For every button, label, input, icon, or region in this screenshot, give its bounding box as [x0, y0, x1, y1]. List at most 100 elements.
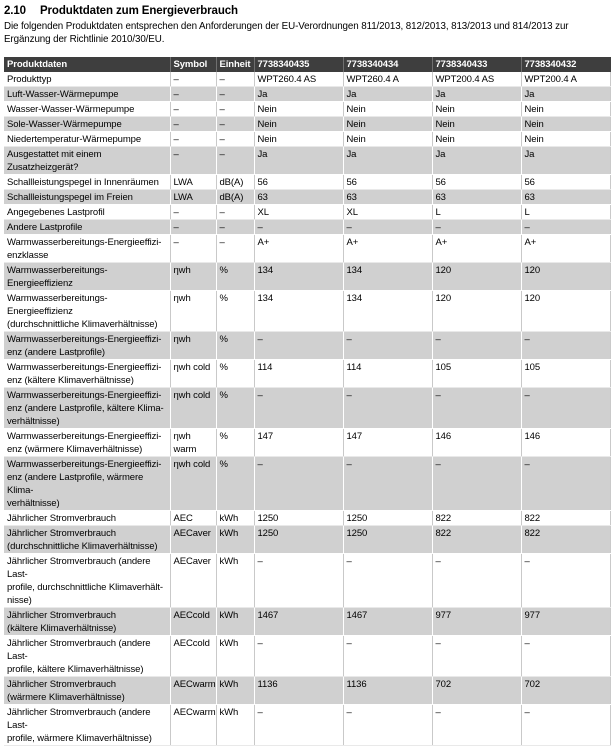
value-cell: 1136 — [343, 676, 433, 705]
table-row: Jährlicher Stromverbrauch (kältere Klima… — [4, 607, 611, 636]
label-cell: Warmwasserbereitungs-Energieeffizi- enzk… — [4, 234, 171, 263]
column-header-7738340435: 7738340435 — [254, 57, 344, 72]
value-cell: Nein — [521, 131, 611, 147]
column-header-7738340432: 7738340432 — [521, 57, 611, 72]
symbol-cell: ηwh — [170, 290, 217, 332]
section-number: 2.10 — [4, 5, 26, 17]
value-cell: 114 — [254, 359, 344, 388]
unit-cell: – — [216, 72, 255, 87]
value-cell: – — [254, 219, 344, 235]
value-cell: XL — [343, 204, 433, 220]
label-cell: Warmwasserbereitungs-Energieeffizienz (d… — [4, 290, 171, 332]
value-cell: – — [254, 387, 344, 429]
value-cell: A+ — [254, 234, 344, 263]
value-cell: 1467 — [343, 607, 433, 636]
value-cell: 56 — [432, 174, 522, 190]
unit-cell: dB(A) — [216, 174, 255, 190]
label-cell: Jährlicher Stromverbrauch — [4, 510, 171, 526]
table-row: Warmwasserbereitungs-Energieeffizi- enzk… — [4, 234, 611, 263]
value-cell: – — [343, 635, 433, 677]
table-row: Jährlicher Stromverbrauch AEC kWh 1250 1250 8… — [4, 510, 611, 526]
value-cell: L — [521, 204, 611, 220]
label-cell: Warmwasserbereitungs-Energieeffizi- enz … — [4, 456, 171, 511]
symbol-cell: – — [170, 101, 217, 117]
symbol-cell: AECaver — [170, 553, 217, 608]
value-cell: 63 — [521, 189, 611, 205]
value-cell: 56 — [521, 174, 611, 190]
value-cell: – — [343, 456, 433, 511]
table-row: Schallleistungspegel im Freien LWA dB(A) 63… — [4, 189, 611, 205]
unit-cell: – — [216, 219, 255, 235]
symbol-cell: ηwh cold — [170, 387, 217, 429]
unit-cell: % — [216, 262, 255, 291]
unit-cell: % — [216, 359, 255, 388]
table-row: Angegebenes Lastprofil – – XL XL L L — [4, 204, 611, 220]
table-row: Ausgestattet mit einem Zusatzheizgerät? –… — [4, 146, 611, 175]
value-cell: A+ — [432, 234, 522, 263]
unit-cell: % — [216, 456, 255, 511]
value-cell: – — [521, 331, 611, 360]
value-cell: 977 — [521, 607, 611, 636]
symbol-cell: ηwh warm — [170, 428, 217, 457]
value-cell: – — [521, 456, 611, 511]
label-cell: Warmwasserbereitungs-Energieeffizi- enz … — [4, 359, 171, 388]
value-cell: 1136 — [254, 676, 344, 705]
value-cell: – — [343, 704, 433, 746]
value-cell: 134 — [343, 262, 433, 291]
symbol-cell: AECwarm — [170, 676, 217, 705]
label-cell: Jährlicher Stromverbrauch (durchschnittl… — [4, 525, 171, 554]
value-cell: – — [432, 704, 522, 746]
label-cell: Angegebenes Lastprofil — [4, 204, 171, 220]
unit-cell: kWh — [216, 607, 255, 636]
value-cell: – — [521, 219, 611, 235]
unit-cell: kWh — [216, 525, 255, 554]
label-cell: Sole-Wasser-Wärmepumpe — [4, 116, 171, 132]
label-cell: Warmwasserbereitungs-Energieeffizi- enz … — [4, 428, 171, 457]
value-cell: – — [343, 331, 433, 360]
table-row: Warmwasserbereitungs-Energieeffizi- enz … — [4, 387, 611, 429]
unit-cell: – — [216, 131, 255, 147]
value-cell: 105 — [432, 359, 522, 388]
value-cell: 977 — [432, 607, 522, 636]
value-cell: Nein — [432, 116, 522, 132]
value-cell: 63 — [254, 189, 344, 205]
unit-cell: – — [216, 101, 255, 117]
value-cell: Nein — [343, 131, 433, 147]
value-cell: Nein — [521, 116, 611, 132]
table-row: Warmwasserbereitungs-Energieeffizi- enz … — [4, 428, 611, 457]
symbol-cell: ηwh — [170, 331, 217, 360]
symbol-cell: ηwh cold — [170, 359, 217, 388]
symbol-cell: – — [170, 72, 217, 87]
value-cell: 822 — [432, 525, 522, 554]
value-cell: – — [254, 553, 344, 608]
unit-cell: – — [216, 146, 255, 175]
value-cell: 120 — [432, 290, 522, 332]
value-cell: 63 — [432, 189, 522, 205]
value-cell: Ja — [432, 86, 522, 102]
section-heading: 2.10 Produktdaten zum Energieverbrauch — [4, 5, 610, 17]
unit-cell: kWh — [216, 635, 255, 677]
page-title: Produktdaten zum Energieverbrauch — [39, 5, 238, 17]
label-cell: Luft-Wasser-Wärmepumpe — [4, 86, 171, 102]
value-cell: – — [432, 219, 522, 235]
label-cell: Warmwasserbereitungs-Energieeffizienz — [4, 262, 171, 291]
value-cell: 702 — [521, 676, 611, 705]
unit-cell: kWh — [216, 510, 255, 526]
value-cell: Ja — [343, 146, 433, 175]
value-cell: 822 — [521, 525, 611, 554]
label-cell: Andere Lastprofile — [4, 219, 171, 235]
label-cell: Ausgestattet mit einem Zusatzheizgerät? — [4, 146, 171, 175]
label-cell: Jährlicher Stromverbrauch (wärmere Klima… — [4, 676, 171, 705]
symbol-cell: – — [170, 86, 217, 102]
unit-cell: – — [216, 86, 255, 102]
label-cell: Jährlicher Stromverbrauch (andere Last- … — [4, 635, 171, 677]
symbol-cell: – — [170, 116, 217, 132]
value-cell: Ja — [343, 86, 433, 102]
symbol-cell: – — [170, 146, 217, 175]
value-cell: – — [521, 635, 611, 677]
label-cell: Niedertemperatur-Wärmepumpe — [4, 131, 171, 147]
value-cell: 147 — [254, 428, 344, 457]
value-cell: 134 — [343, 290, 433, 332]
symbol-cell: LWA — [170, 189, 217, 205]
